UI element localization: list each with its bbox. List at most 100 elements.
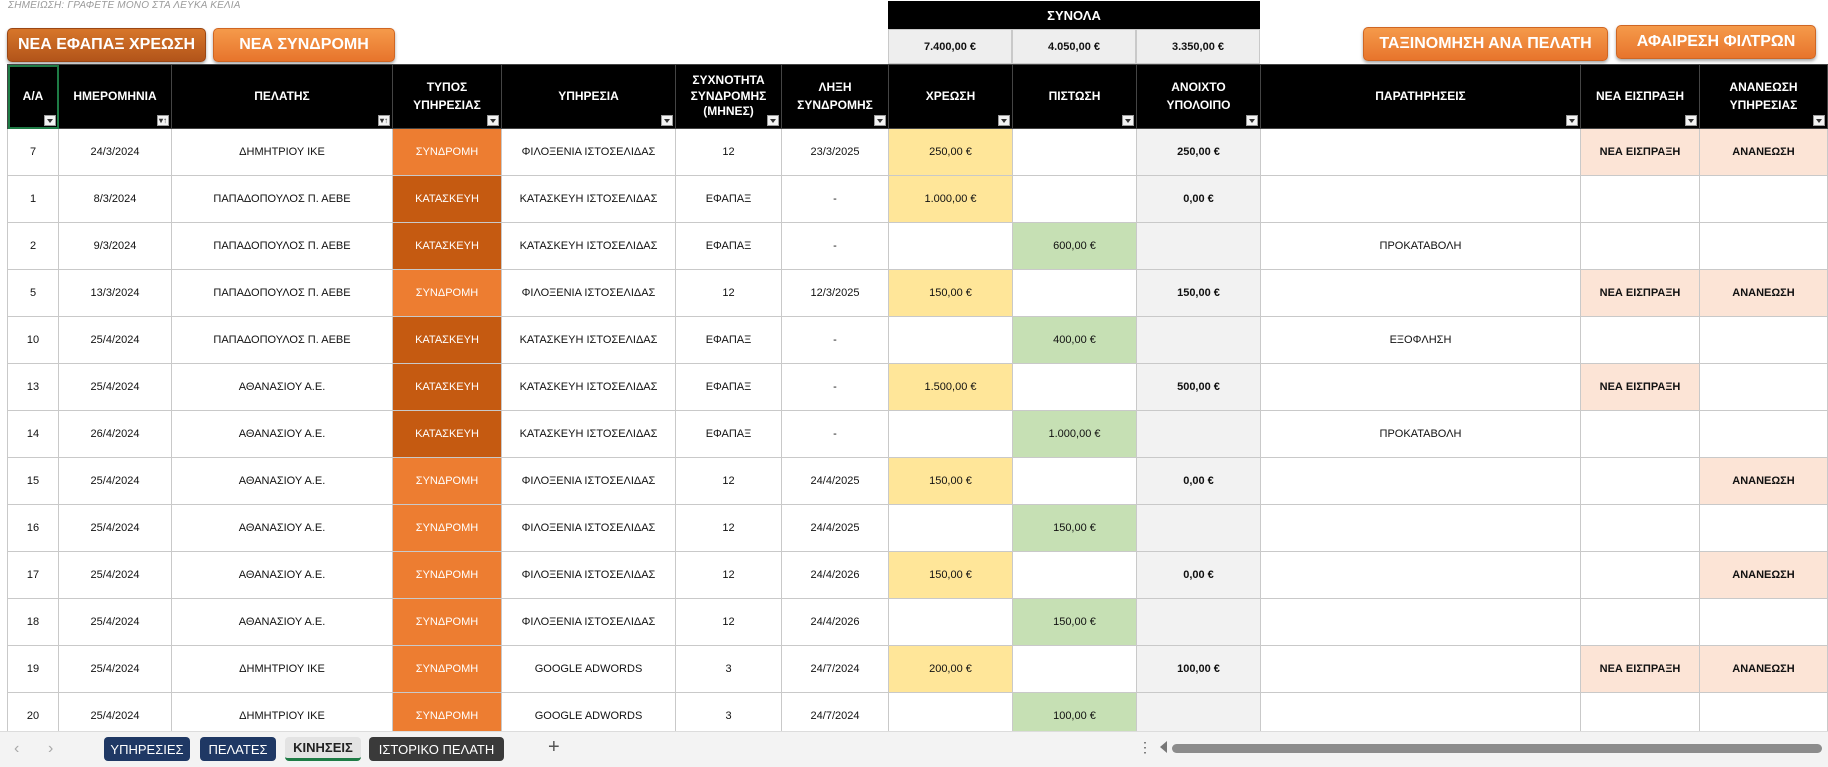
service-type-cell[interactable]: ΣΥΝΔΡΟΜΗ: [392, 128, 502, 176]
header-service-type[interactable]: ΤΥΠΟΣ ΥΠΗΡΕΣΙΑΣ: [392, 64, 502, 129]
service-type-cell[interactable]: ΣΥΝΔΡΟΜΗ: [392, 598, 502, 646]
balance-cell[interactable]: [1136, 410, 1261, 458]
expiry-cell[interactable]: 12/3/2025: [781, 269, 889, 317]
debit-cell[interactable]: 200,00 €: [888, 645, 1013, 693]
header-frequency[interactable]: ΣΥΧΝΟΤΗΤΑ ΣΥΝΔΡΟΜΗΣ (ΜΗΝΕΣ): [675, 64, 782, 129]
filter-dropdown-icon[interactable]: [1122, 115, 1134, 126]
service-cell[interactable]: ΦΙΛΟΞΕΝΙΑ ΙΣΤΟΣΕΛΙΔΑΣ: [501, 269, 676, 317]
client-cell[interactable]: ΔΗΜΗΤΡΙΟΥ ΙΚΕ: [171, 645, 393, 693]
client-cell[interactable]: ΑΘΑΝΑΣΙΟΥ Α.Ε.: [171, 457, 393, 505]
service-type-cell[interactable]: ΚΑΤΑΣΚΕΥΗ: [392, 410, 502, 458]
aa-cell[interactable]: 2: [7, 222, 59, 270]
service-type-cell[interactable]: ΣΥΝΔΡΟΜΗ: [392, 269, 502, 317]
filter-dropdown-icon[interactable]: [1246, 115, 1258, 126]
credit-cell[interactable]: [1012, 269, 1137, 317]
remarks-cell[interactable]: [1260, 504, 1581, 552]
date-cell[interactable]: 25/4/2024: [58, 504, 172, 552]
remarks-cell[interactable]: [1260, 598, 1581, 646]
frequency-cell[interactable]: 12: [675, 128, 782, 176]
plus-icon[interactable]: +: [548, 736, 560, 758]
aa-cell[interactable]: 5: [7, 269, 59, 317]
header-credit[interactable]: ΠΙΣΤΩΣΗ: [1012, 64, 1137, 129]
frequency-cell[interactable]: ΕΦΑΠΑΞ: [675, 410, 782, 458]
expiry-cell[interactable]: -: [781, 175, 889, 223]
remarks-cell[interactable]: ΠΡΟΚΑΤΑΒΟΛΗ: [1260, 222, 1581, 270]
expiry-cell[interactable]: 24/4/2025: [781, 457, 889, 505]
remarks-cell[interactable]: ΕΞΟΦΛΗΣΗ: [1260, 316, 1581, 364]
frequency-cell[interactable]: 12: [675, 598, 782, 646]
remove-filters-button[interactable]: ΑΦΑΙΡΕΣΗ ΦΙΛΤΡΩΝ: [1616, 25, 1816, 59]
filter-dropdown-icon[interactable]: [874, 115, 886, 126]
header-renewal[interactable]: ΑΝΑΝΕΩΣΗ ΥΠΗΡΕΣΙΑΣ: [1699, 64, 1828, 129]
client-cell[interactable]: ΑΘΑΝΑΣΙΟΥ Α.Ε.: [171, 504, 393, 552]
debit-cell[interactable]: [888, 316, 1013, 364]
date-cell[interactable]: 9/3/2024: [58, 222, 172, 270]
debit-cell[interactable]: [888, 504, 1013, 552]
credit-cell[interactable]: [1012, 363, 1137, 411]
tab-transactions[interactable]: ΚΙΝΗΣΕΙΣ: [285, 737, 361, 761]
service-cell[interactable]: ΦΙΛΟΞΕΝΙΑ ΙΣΤΟΣΕΛΙΔΑΣ: [501, 457, 676, 505]
filter-dropdown-icon[interactable]: [767, 115, 779, 126]
date-cell[interactable]: 13/3/2024: [58, 269, 172, 317]
aa-cell[interactable]: 17: [7, 551, 59, 599]
header-open-balance[interactable]: ΑΝΟΙΧΤΟ ΥΠΟΛΟΙΠΟ: [1136, 64, 1261, 129]
frequency-cell[interactable]: ΕΦΑΠΑΞ: [675, 175, 782, 223]
client-cell[interactable]: ΠΑΠΑΔΟΠΟΥΛΟΣ Π. ΑΕΒΕ: [171, 222, 393, 270]
new-receipt-cell[interactable]: ΝΕΑ ΕΙΣΠΡΑΞΗ: [1580, 363, 1700, 411]
renewal-cell[interactable]: [1699, 504, 1828, 552]
service-type-cell[interactable]: ΣΥΝΔΡΟΜΗ: [392, 551, 502, 599]
balance-cell[interactable]: [1136, 316, 1261, 364]
frequency-cell[interactable]: ΕΦΑΠΑΞ: [675, 316, 782, 364]
balance-cell[interactable]: 500,00 €: [1136, 363, 1261, 411]
debit-cell[interactable]: 150,00 €: [888, 551, 1013, 599]
new-receipt-cell[interactable]: ΝΕΑ ΕΙΣΠΡΑΞΗ: [1580, 645, 1700, 693]
new-receipt-cell[interactable]: [1580, 175, 1700, 223]
filter-dropdown-icon[interactable]: [998, 115, 1010, 126]
header-expiry[interactable]: ΛΗΞΗ ΣΥΝΔΡΟΜΗΣ: [781, 64, 889, 129]
filter-dropdown-icon[interactable]: [1685, 115, 1697, 126]
filter-dropdown-icon[interactable]: [1566, 115, 1578, 126]
date-cell[interactable]: 25/4/2024: [58, 551, 172, 599]
renewal-cell[interactable]: ΑΝΑΝΕΩΣΗ: [1699, 128, 1828, 176]
new-receipt-cell[interactable]: [1580, 222, 1700, 270]
filter-dropdown-icon[interactable]: [1813, 115, 1825, 126]
client-cell[interactable]: ΑΘΑΝΑΣΙΟΥ Α.Ε.: [171, 551, 393, 599]
filter-dropdown-icon[interactable]: [44, 115, 56, 126]
renewal-cell[interactable]: ΑΝΑΝΕΩΣΗ: [1699, 645, 1828, 693]
frequency-cell[interactable]: ΕΦΑΠΑΞ: [675, 363, 782, 411]
frequency-cell[interactable]: ΕΦΑΠΑΞ: [675, 222, 782, 270]
frequency-cell[interactable]: 12: [675, 457, 782, 505]
client-cell[interactable]: ΑΘΑΝΑΣΙΟΥ Α.Ε.: [171, 410, 393, 458]
tab-services[interactable]: ΥΠΗΡΕΣΙΕΣ: [104, 737, 190, 761]
remarks-cell[interactable]: [1260, 269, 1581, 317]
renewal-cell[interactable]: ΑΝΑΝΕΩΣΗ: [1699, 457, 1828, 505]
frequency-cell[interactable]: 12: [675, 551, 782, 599]
tab-client-history[interactable]: ΙΣΤΟΡΙΚΟ ΠΕΛΑΤΗ: [369, 737, 504, 761]
date-cell[interactable]: 25/4/2024: [58, 363, 172, 411]
balance-cell[interactable]: [1136, 504, 1261, 552]
credit-cell[interactable]: 1.000,00 €: [1012, 410, 1137, 458]
new-receipt-cell[interactable]: [1580, 316, 1700, 364]
date-cell[interactable]: 26/4/2024: [58, 410, 172, 458]
header-remarks[interactable]: ΠΑΡΑΤΗΡΗΣΕΙΣ: [1260, 64, 1581, 129]
balance-cell[interactable]: 250,00 €: [1136, 128, 1261, 176]
new-receipt-cell[interactable]: [1580, 457, 1700, 505]
service-type-cell[interactable]: ΚΑΤΑΣΚΕΥΗ: [392, 222, 502, 270]
renewal-cell[interactable]: [1699, 598, 1828, 646]
credit-cell[interactable]: [1012, 128, 1137, 176]
sort-by-client-button[interactable]: ΤΑΞΙΝΟΜΗΣΗ ΑΝΑ ΠΕΛΑΤΗ: [1363, 27, 1608, 61]
expiry-cell[interactable]: 24/4/2025: [781, 504, 889, 552]
debit-cell[interactable]: 150,00 €: [888, 269, 1013, 317]
date-cell[interactable]: 8/3/2024: [58, 175, 172, 223]
credit-cell[interactable]: 400,00 €: [1012, 316, 1137, 364]
filter-dropdown-icon[interactable]: [487, 115, 499, 126]
chevron-left-icon[interactable]: ‹: [14, 740, 20, 757]
balance-cell[interactable]: 100,00 €: [1136, 645, 1261, 693]
expiry-cell[interactable]: 24/4/2026: [781, 598, 889, 646]
service-cell[interactable]: ΚΑΤΑΣΚΕΥΗ ΙΣΤΟΣΕΛΙΔΑΣ: [501, 410, 676, 458]
service-cell[interactable]: ΦΙΛΟΞΕΝΙΑ ΙΣΤΟΣΕΛΙΔΑΣ: [501, 128, 676, 176]
frequency-cell[interactable]: 12: [675, 269, 782, 317]
new-receipt-cell[interactable]: ΝΕΑ ΕΙΣΠΡΑΞΗ: [1580, 128, 1700, 176]
debit-cell[interactable]: 1.000,00 €: [888, 175, 1013, 223]
credit-cell[interactable]: [1012, 457, 1137, 505]
